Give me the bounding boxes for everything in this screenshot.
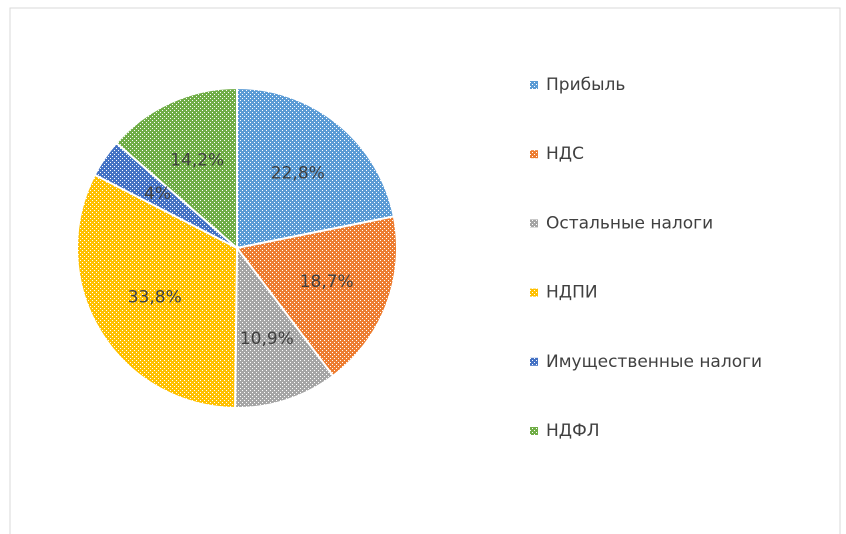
legend-label: Имущественные налоги	[546, 352, 762, 372]
pie-slice	[76, 173, 239, 410]
legend-label: Прибыль	[546, 75, 625, 95]
legend-swatch	[530, 427, 538, 435]
data-label: 22,8%	[271, 164, 325, 184]
data-label: 14,2%	[170, 151, 224, 171]
legend-label: НДПИ	[546, 283, 598, 303]
pie-slice	[234, 245, 335, 409]
data-label: 4%	[144, 184, 171, 204]
pie-slice	[235, 215, 398, 378]
data-label: 18,7%	[300, 272, 354, 292]
data-label: 10,9%	[240, 329, 294, 349]
legend-swatch	[530, 150, 538, 159]
legend-swatch	[530, 219, 538, 228]
legend-swatch	[530, 288, 538, 297]
legend-label: Остальные налоги	[546, 213, 713, 233]
pie-slice	[114, 86, 238, 251]
pie-slice	[236, 86, 396, 250]
data-label: 33,8%	[128, 287, 182, 307]
legend-swatch	[530, 81, 538, 89]
legend-label: НДФЛ	[546, 421, 599, 441]
legend-label: НДС	[546, 144, 584, 164]
legend-swatch	[530, 357, 538, 366]
